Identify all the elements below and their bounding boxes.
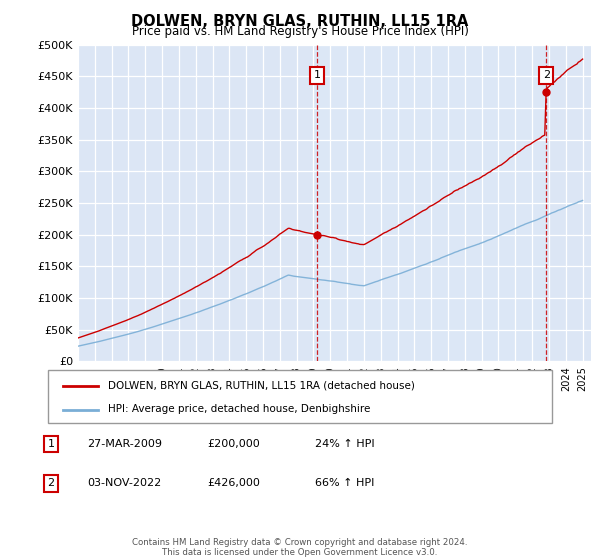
Text: Price paid vs. HM Land Registry's House Price Index (HPI): Price paid vs. HM Land Registry's House … <box>131 25 469 38</box>
Text: Contains HM Land Registry data © Crown copyright and database right 2024.
This d: Contains HM Land Registry data © Crown c… <box>132 538 468 557</box>
Text: 2: 2 <box>542 70 550 80</box>
Text: DOLWEN, BRYN GLAS, RUTHIN, LL15 1RA: DOLWEN, BRYN GLAS, RUTHIN, LL15 1RA <box>131 14 469 29</box>
Text: £426,000: £426,000 <box>207 478 260 488</box>
Text: 24% ↑ HPI: 24% ↑ HPI <box>315 439 374 449</box>
Text: HPI: Average price, detached house, Denbighshire: HPI: Average price, detached house, Denb… <box>109 404 371 414</box>
Text: 27-MAR-2009: 27-MAR-2009 <box>87 439 162 449</box>
Text: 1: 1 <box>314 70 321 80</box>
Text: 2: 2 <box>47 478 55 488</box>
Text: £200,000: £200,000 <box>207 439 260 449</box>
FancyBboxPatch shape <box>48 370 552 423</box>
Text: DOLWEN, BRYN GLAS, RUTHIN, LL15 1RA (detached house): DOLWEN, BRYN GLAS, RUTHIN, LL15 1RA (det… <box>109 381 415 390</box>
Text: 66% ↑ HPI: 66% ↑ HPI <box>315 478 374 488</box>
Text: 03-NOV-2022: 03-NOV-2022 <box>87 478 161 488</box>
Bar <box>317 45 546 361</box>
Text: 1: 1 <box>47 439 55 449</box>
